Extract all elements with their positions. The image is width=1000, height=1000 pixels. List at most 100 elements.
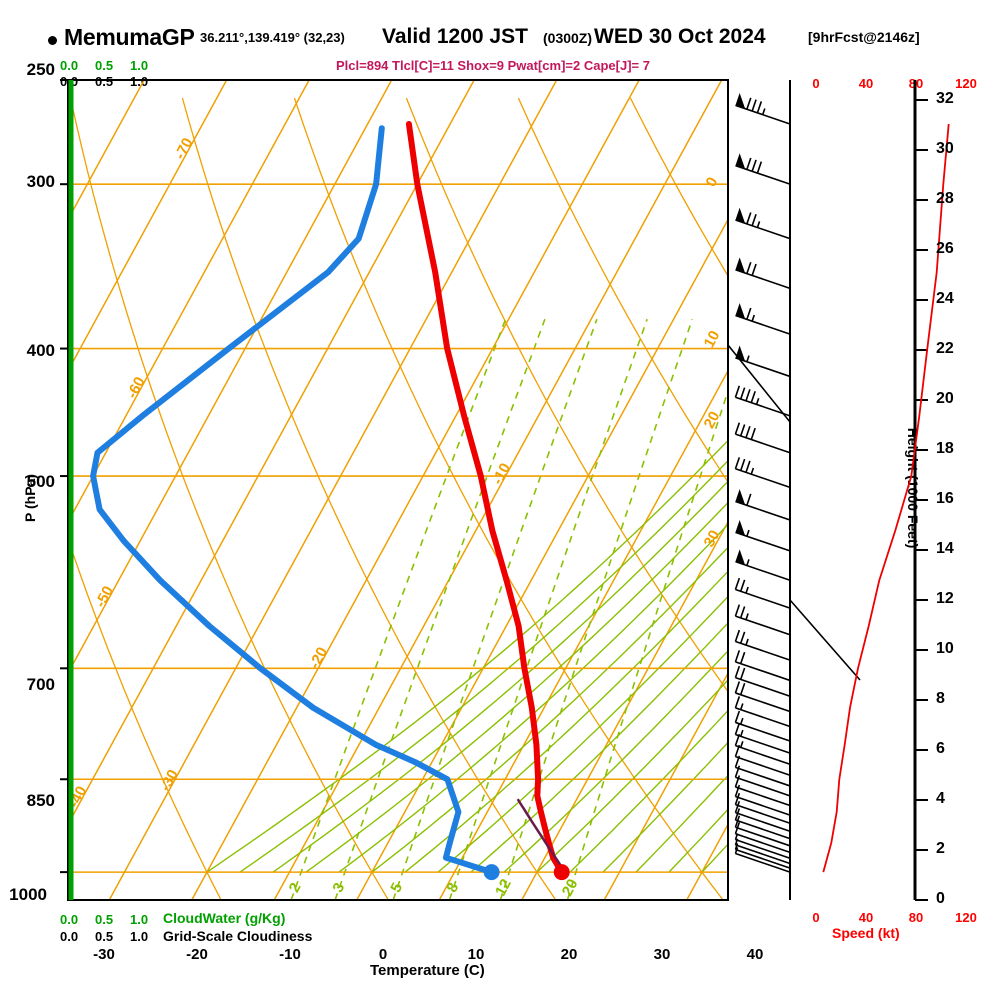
wind-barb [734, 784, 791, 816]
wind-barb [734, 733, 791, 766]
cloudwater-tick-top-1: 0.5 [95, 58, 114, 73]
isotherm-label--60: -60 [124, 374, 149, 401]
pressure-tick-1000: 1000 [9, 885, 47, 904]
wind-barb [734, 838, 791, 865]
isotherm-label--10: -10 [489, 460, 514, 487]
wind-barb [734, 577, 791, 609]
wind-barb [734, 755, 791, 787]
cloudiness-tick-bot-1: 0.5 [95, 929, 114, 944]
wind-barb [734, 744, 791, 776]
forecast-stamp: [9hrFcst@2146z] [808, 29, 920, 45]
temp-tick-40: 40 [746, 946, 764, 963]
isotherm-label--50: -50 [92, 583, 117, 610]
wind-barb [734, 722, 791, 754]
temp-tick-0: 0 [378, 946, 388, 963]
surface-temperature-marker [553, 864, 570, 881]
cloudiness-tick-top-2: 1.0 [130, 74, 149, 89]
wind-barb [734, 847, 791, 873]
wind-barb [735, 303, 791, 335]
isobar-lines [60, 79, 728, 874]
wind-barb [734, 800, 791, 833]
height-tick-30: 30 [936, 140, 954, 157]
wind-barb [735, 257, 791, 290]
cloudwater-tick-top-2: 1.0 [130, 58, 149, 73]
isotherm-lines [68, 80, 728, 900]
surface-dewpoint-marker [483, 864, 500, 881]
cloudiness-axis-label: Grid-Scale Cloudiness [163, 928, 313, 944]
mixing-ratio-labels: 2 3 5 8 12 20 [286, 876, 582, 899]
wind-barb [734, 696, 791, 728]
valid-time: Valid 1200 JST [382, 25, 528, 48]
height-tick-4: 4 [936, 790, 945, 807]
mixing-ratio-label-20: 20 [559, 876, 582, 899]
wind-barb [734, 775, 791, 807]
wind-barb [735, 93, 791, 125]
wind-barb [734, 650, 791, 682]
height-tick-8: 8 [936, 690, 945, 707]
wind-barb [734, 843, 791, 869]
temperature-trace [405, 121, 565, 876]
temp-tick--30: -30 [93, 946, 115, 963]
height-tick-24: 24 [936, 290, 954, 307]
dry-adiabat-lines [68, 97, 728, 900]
station-coordinates: 36.211°,139.419° (32,23) [200, 30, 345, 45]
pressure-tick-400: 400 [26, 341, 55, 360]
wind-barb [734, 457, 791, 489]
pressure-tick-700: 700 [26, 675, 55, 694]
speed-tick-bot-120: 120 [955, 910, 977, 925]
speed-tick-top-0: 0 [812, 76, 820, 91]
temp-tick-20: 20 [560, 946, 578, 963]
temp-tick--20: -20 [186, 946, 208, 963]
surface-markers [483, 864, 570, 881]
wind-barb [734, 710, 791, 742]
temp-tick-10: 10 [467, 946, 485, 963]
cloudiness-tick-bot-2: 1.0 [130, 929, 149, 944]
wind-barb [735, 153, 791, 185]
height-tick-10: 10 [936, 640, 954, 657]
pressure-tick-850: 850 [26, 791, 55, 810]
isotherm-label-20: 20 [701, 409, 724, 432]
isotherm-label-0: 0 [703, 174, 722, 189]
speed-axis-title: Speed (kt) [832, 925, 900, 941]
station-dot-icon [48, 36, 57, 45]
cloudwater-tick-bot-2: 1.0 [130, 912, 149, 927]
speed-tick-top-40: 40 [858, 76, 874, 91]
wind-barb [735, 549, 791, 581]
cloudiness-tick-top-1: 0.5 [95, 74, 114, 89]
pressure-tick-500: 500 [26, 472, 55, 491]
mixing-ratio-label-12: 12 [492, 876, 515, 899]
isotherm-label--30: -30 [157, 767, 182, 794]
wind-barb [735, 345, 791, 378]
wind-barb [734, 385, 791, 417]
height-tick-16: 16 [936, 490, 954, 507]
mixing-ratio-label-3: 3 [329, 880, 348, 895]
height-tick-28: 28 [936, 190, 954, 207]
wind-barb [734, 629, 791, 661]
moist-adiabat-lines [206, 439, 728, 873]
speed-tick-bot-40: 40 [858, 910, 874, 925]
height-tick-0: 0 [936, 890, 945, 907]
wind-barb [734, 808, 791, 840]
wind-barb [734, 833, 791, 859]
temp-tick--10: -10 [279, 946, 301, 963]
wind-panel-boundary [727, 344, 861, 681]
chart-header: MemumaGP 36.211°,139.419° (32,23) Valid … [0, 24, 1000, 54]
height-tick-32: 32 [936, 90, 954, 107]
temp-tick-30: 30 [653, 946, 671, 963]
mixing-ratio-label-2: 2 [286, 880, 305, 895]
cloudiness-tick-bot-0: 0.0 [60, 929, 79, 944]
valid-date: WED 30 Oct 2024 [594, 25, 766, 48]
mixing-ratio-label-5: 5 [387, 880, 406, 895]
pressure-tick-250: 250 [26, 60, 55, 79]
isotherm-label-30: 30 [701, 527, 724, 550]
height-tick-20: 20 [936, 390, 954, 407]
height-tick-2: 2 [936, 840, 945, 857]
isotherm-label--20: -20 [306, 644, 331, 671]
station-name: MemumaGP [64, 24, 195, 50]
isotherm-label-10: 10 [701, 328, 724, 351]
dewpoint-trace [90, 125, 495, 876]
speed-tick-top-120: 120 [955, 76, 977, 91]
wind-barb [734, 792, 791, 824]
speed-tick-bot-80: 80 [908, 910, 924, 925]
